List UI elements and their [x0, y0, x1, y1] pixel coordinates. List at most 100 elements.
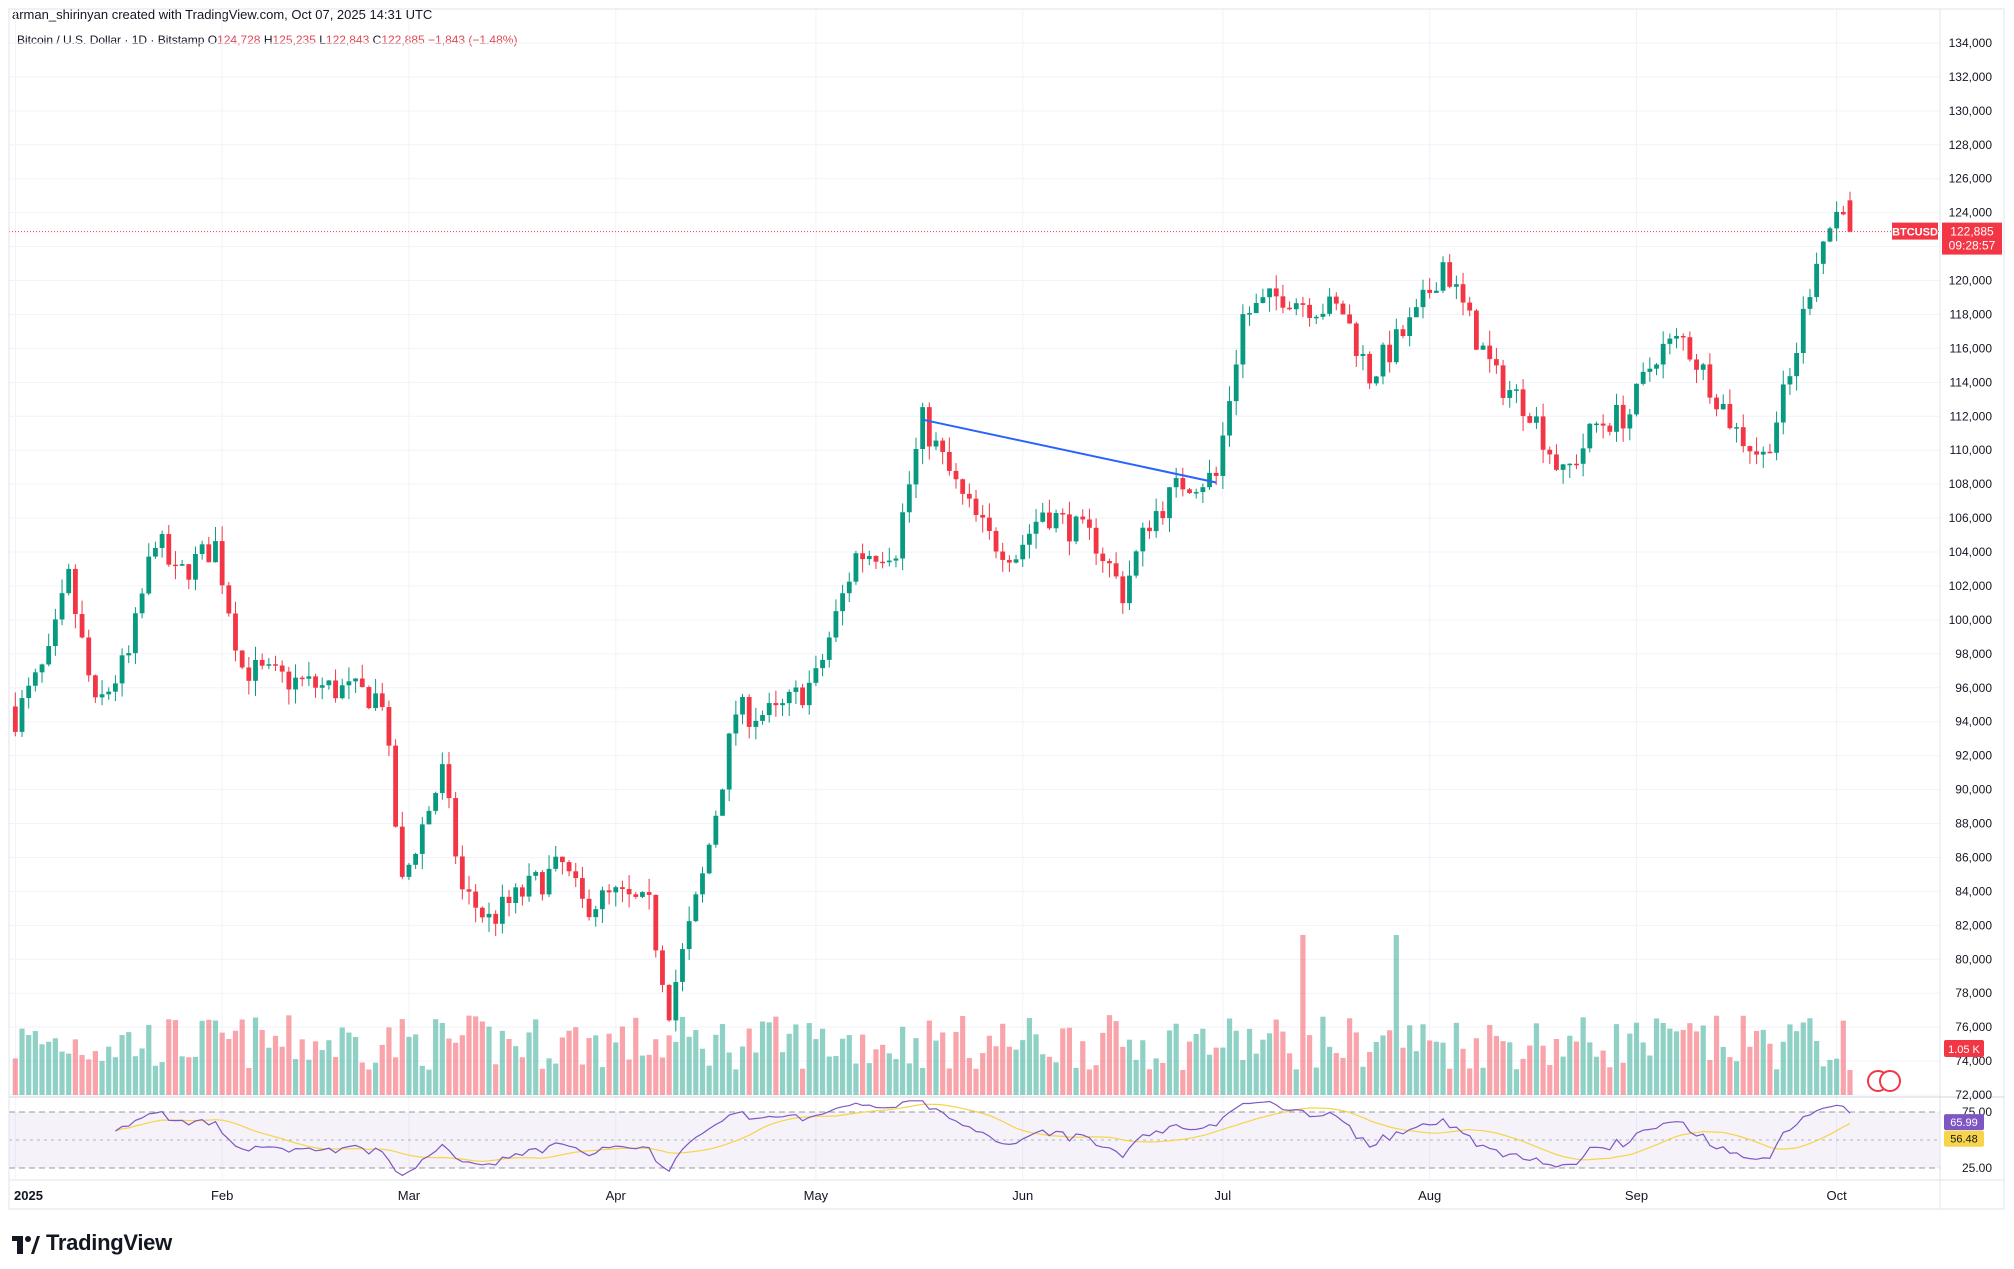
candle-body[interactable]	[1620, 404, 1626, 429]
candle-body[interactable]	[1734, 427, 1739, 429]
candle-body[interactable]	[313, 676, 318, 688]
candle-body[interactable]	[666, 984, 672, 1021]
candle-body[interactable]	[199, 544, 205, 554]
candle-body[interactable]	[426, 810, 432, 825]
candle-body[interactable]	[1100, 553, 1106, 562]
candle-body[interactable]	[580, 878, 585, 899]
candle-body[interactable]	[1660, 343, 1666, 365]
candle-body[interactable]	[1500, 365, 1506, 398]
candle-body[interactable]	[1480, 345, 1486, 350]
candle-body[interactable]	[279, 665, 285, 672]
candle-body[interactable]	[353, 678, 358, 682]
candle-body[interactable]	[1700, 364, 1706, 370]
candle-body[interactable]	[52, 619, 58, 647]
candle-body[interactable]	[273, 664, 278, 666]
candle-body[interactable]	[346, 681, 352, 686]
candle-body[interactable]	[546, 868, 552, 895]
candle-body[interactable]	[766, 703, 772, 716]
candle-body[interactable]	[1807, 297, 1813, 309]
candle-body[interactable]	[853, 553, 859, 582]
candle-body[interactable]	[573, 871, 579, 879]
flag-icon[interactable]	[1867, 1070, 1901, 1092]
candle-body[interactable]	[266, 664, 272, 666]
candle-body[interactable]	[1540, 416, 1546, 450]
candle-body[interactable]	[1547, 449, 1553, 455]
candle-body[interactable]	[1327, 296, 1333, 314]
candle-body[interactable]	[1020, 544, 1026, 560]
candle-body[interactable]	[933, 440, 939, 447]
candle-body[interactable]	[706, 844, 712, 874]
candle-body[interactable]	[1280, 296, 1286, 308]
candle-body[interactable]	[1814, 263, 1820, 298]
candle-body[interactable]	[246, 667, 252, 681]
candle-body[interactable]	[79, 614, 85, 638]
candle-body[interactable]	[1567, 463, 1573, 466]
candle-body[interactable]	[1113, 563, 1119, 577]
candle-body[interactable]	[1554, 454, 1559, 470]
candle-body[interactable]	[446, 764, 452, 799]
candle-body[interactable]	[1173, 478, 1179, 488]
candle-body[interactable]	[820, 659, 825, 669]
candle-body[interactable]	[293, 677, 298, 690]
candle-body[interactable]	[860, 553, 866, 560]
trendline[interactable]	[922, 418, 1217, 484]
candle-body[interactable]	[1627, 414, 1633, 429]
candle-body[interactable]	[59, 593, 65, 620]
candle-body[interactable]	[1213, 472, 1219, 476]
candle-body[interactable]	[466, 889, 472, 892]
candle-body[interactable]	[1187, 489, 1192, 493]
candle-body[interactable]	[1834, 211, 1840, 229]
candle-body[interactable]	[506, 896, 512, 904]
candle-body[interactable]	[253, 659, 258, 681]
candle-body[interactable]	[1120, 576, 1126, 604]
candle-body[interactable]	[826, 637, 832, 660]
candle-body[interactable]	[213, 541, 218, 563]
candle-body[interactable]	[92, 675, 98, 698]
candle-body[interactable]	[19, 698, 25, 732]
candle-body[interactable]	[159, 534, 165, 548]
candle-body[interactable]	[519, 887, 525, 897]
candle-body[interactable]	[1607, 425, 1613, 432]
candle-body[interactable]	[106, 691, 112, 695]
candle-body[interactable]	[1353, 323, 1359, 356]
candle-body[interactable]	[126, 653, 132, 656]
candle-body[interactable]	[499, 896, 505, 924]
candle-body[interactable]	[319, 685, 325, 688]
candle-body[interactable]	[1387, 344, 1393, 363]
candle-body[interactable]	[926, 407, 932, 447]
candle-body[interactable]	[846, 581, 852, 594]
candle-body[interactable]	[119, 655, 125, 684]
candle-body[interactable]	[12, 706, 18, 732]
candle-body[interactable]	[646, 892, 652, 895]
candle-body[interactable]	[1460, 284, 1466, 303]
candle-body[interactable]	[286, 671, 292, 690]
candle-body[interactable]	[746, 697, 752, 727]
candle-body[interactable]	[439, 764, 445, 794]
candle-body[interactable]	[526, 875, 532, 897]
candle-body[interactable]	[1320, 313, 1326, 317]
candle-body[interactable]	[800, 687, 805, 706]
candle-body[interactable]	[720, 789, 725, 816]
candle-body[interactable]	[980, 514, 986, 518]
candle-body[interactable]	[173, 564, 178, 567]
candle-body[interactable]	[1300, 303, 1306, 305]
candle-body[interactable]	[986, 517, 992, 531]
candle-body[interactable]	[1107, 561, 1112, 564]
candle-body[interactable]	[486, 913, 492, 918]
candle-body[interactable]	[1380, 344, 1386, 377]
candle-body[interactable]	[1747, 446, 1753, 452]
candle-body[interactable]	[1727, 404, 1733, 429]
candle-body[interactable]	[733, 714, 739, 734]
candle-body[interactable]	[900, 512, 906, 559]
candle-body[interactable]	[479, 907, 485, 918]
candle-body[interactable]	[613, 887, 619, 893]
candle-body[interactable]	[993, 530, 999, 552]
candle-body[interactable]	[299, 677, 305, 680]
candle-body[interactable]	[713, 815, 719, 845]
candle-body[interactable]	[1534, 416, 1539, 423]
candle-body[interactable]	[1360, 353, 1366, 356]
candle-body[interactable]	[1200, 487, 1206, 493]
candle-body[interactable]	[1033, 521, 1039, 534]
candle-body[interactable]	[946, 451, 952, 471]
candle-body[interactable]	[1640, 371, 1646, 384]
